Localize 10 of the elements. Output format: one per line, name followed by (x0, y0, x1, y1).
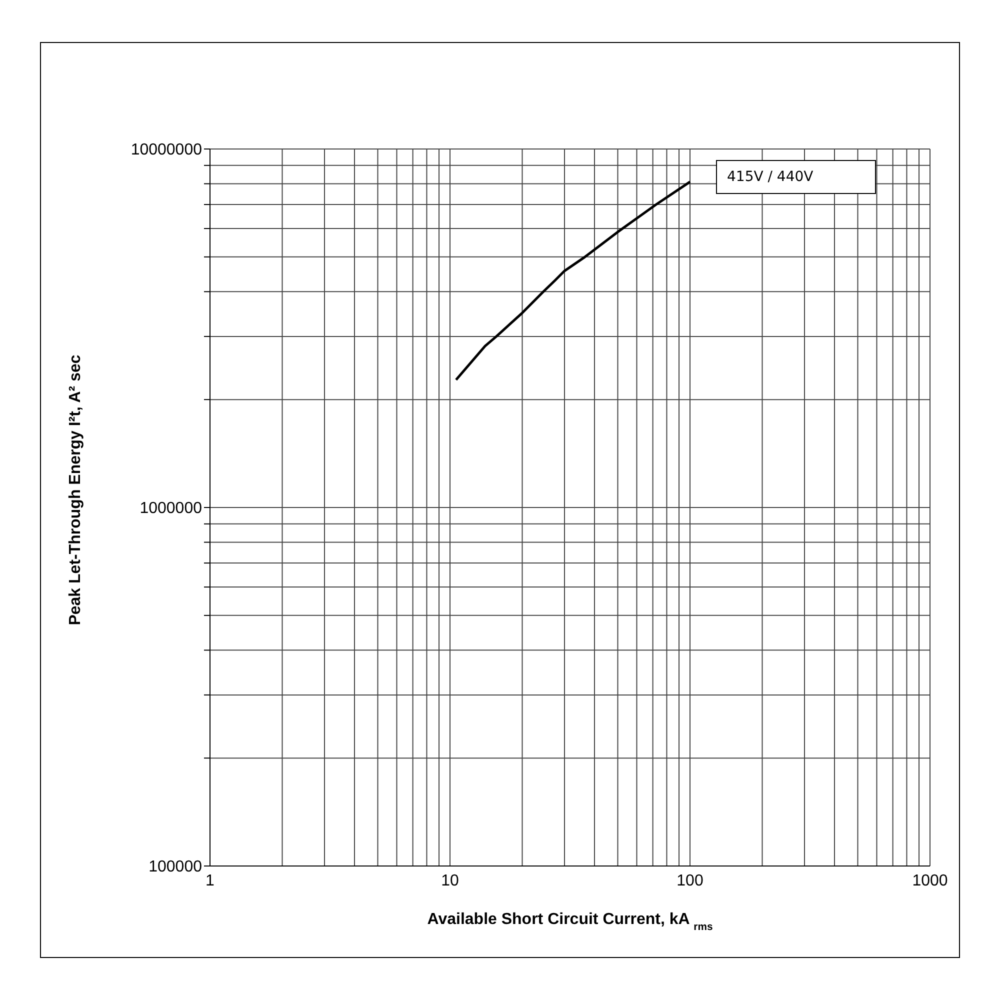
x-tick-label: 10 (441, 872, 459, 890)
x-axis-title: Available Short Circuit Current, kA $_{rms}$ (427, 911, 713, 932)
x-tick-label: 1 (206, 872, 215, 890)
y-axis-title: Peak Let-Through Energy I²t, A² sec (67, 354, 84, 626)
y-tick-label: 100000 (148, 858, 202, 876)
x-tick-label: 1000 (912, 872, 948, 890)
y-tick-label: 1000000 (140, 500, 202, 518)
y-tick-label: 10000000 (130, 142, 202, 159)
x-tick-label: 100 (676, 872, 704, 890)
legend-box: 415V / 440V (716, 160, 876, 194)
